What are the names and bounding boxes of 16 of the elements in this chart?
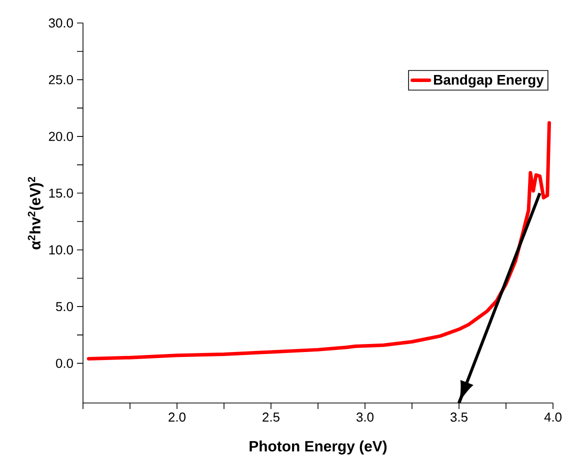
y-tick-label: 25.0 — [48, 75, 73, 84]
y-tick-label: 5.0 — [56, 302, 73, 312]
x-tick-label: 4.0 — [544, 412, 562, 422]
y-tick-label: 20.0 — [48, 132, 73, 142]
y-tick-label: 10.0 — [49, 245, 73, 254]
y-axis-title: α$^{2}$hv$^{2}$(eV)$^{2}$ — [28, 177, 44, 250]
legend-label: Bandgap Energy — [434, 74, 544, 88]
y-tick-label: 0.0 — [56, 358, 73, 368]
line-series — [86, 121, 551, 361]
x-axis-title: Photon Energy (eV) — [250, 440, 387, 455]
y-tick-label: 30.0 — [48, 18, 73, 28]
x-tick-label: 2.5 — [262, 412, 280, 422]
x-tick-label: 3.0 — [356, 412, 374, 422]
x-tick-label: 3.5 — [450, 412, 468, 422]
x-tick-label: 2.0 — [168, 412, 186, 422]
y-tick-label: 15.0 — [49, 188, 73, 198]
